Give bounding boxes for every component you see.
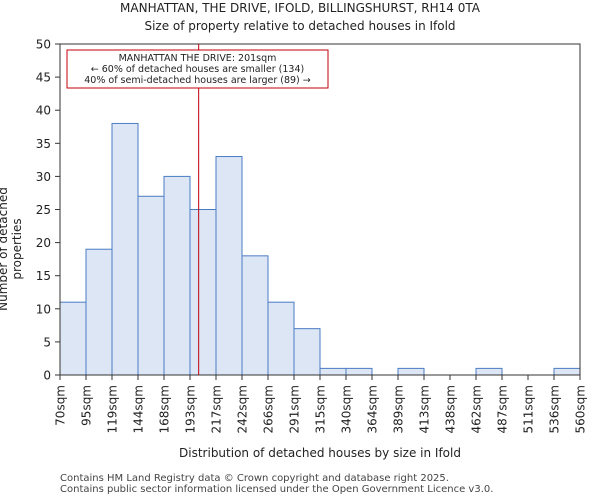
chart-title: MANHATTAN, THE DRIVE, IFOLD, BILLINGSHUR… [120, 1, 480, 15]
x-tick-label: 389sqm [392, 385, 406, 433]
x-tick-label: 536sqm [548, 385, 562, 433]
y-tick-label: 10 [36, 302, 51, 316]
x-tick-label: 70sqm [54, 385, 68, 426]
annotation-line-3: 40% of semi-detached houses are larger (… [84, 75, 311, 86]
y-tick-label: 45 [36, 71, 51, 85]
x-tick-label: 487sqm [496, 385, 510, 433]
bar-168sqm [163, 175, 191, 376]
bar-144sqm [137, 195, 165, 376]
x-tick-label: 560sqm [574, 385, 588, 433]
annotation-line-1: MANHATTAN THE DRIVE: 201sqm [119, 53, 277, 64]
x-tick-label: 266sqm [262, 385, 276, 433]
x-tick-label: 340sqm [340, 385, 354, 433]
y-tick-label: 35 [36, 137, 51, 151]
x-tick-label: 217sqm [210, 385, 224, 433]
y-tick-label: 30 [36, 170, 51, 184]
x-tick-label: 462sqm [470, 385, 484, 433]
chart-subtitle: Size of property relative to detached ho… [144, 19, 456, 33]
bars-group [59, 122, 581, 376]
bar-536sqm [553, 367, 581, 376]
y-tick-label: 25 [36, 203, 51, 217]
y-tick-label: 40 [36, 104, 51, 118]
annotation-box: MANHATTAN THE DRIVE: 201sqm ← 60% of det… [66, 49, 329, 89]
y-tick-label: 20 [36, 236, 51, 250]
footer-line-1: Contains HM Land Registry data © Crown c… [60, 473, 449, 484]
x-tick-label: 511sqm [522, 385, 536, 433]
x-tick-label: 291sqm [288, 385, 302, 433]
bar-266sqm [267, 301, 295, 376]
bar-242sqm [241, 255, 269, 376]
x-tick-label: 315sqm [314, 385, 328, 433]
bar-389sqm [397, 367, 425, 376]
y-axis: 0 5 10 15 20 25 30 35 40 45 50 [36, 38, 60, 383]
x-axis: 70sqm 95sqm 119sqm 144sqm 168sqm 193sqm 217sqm… [54, 375, 588, 433]
bar-291sqm [293, 328, 321, 376]
bar-217sqm [215, 156, 243, 376]
annotation-line-2: ← 60% of detached houses are smaller (13… [91, 64, 304, 75]
bar-119sqm [111, 122, 139, 376]
y-tick-label: 5 [43, 335, 51, 349]
x-tick-label: 438sqm [444, 385, 458, 433]
y-tick-label: 0 [43, 369, 51, 383]
x-tick-label: 168sqm [158, 385, 172, 433]
x-tick-label: 95sqm [80, 385, 94, 426]
x-tick-label: 364sqm [366, 385, 380, 433]
y-tick-label: 50 [36, 38, 51, 52]
x-tick-label: 242sqm [236, 385, 250, 433]
footer-line-2: Contains public sector information licen… [60, 484, 494, 495]
x-tick-label: 119sqm [106, 385, 120, 433]
bar-315sqm [319, 367, 347, 376]
bar-340sqm [345, 367, 373, 376]
y-tick-label: 15 [36, 269, 51, 283]
bar-193sqm [189, 209, 217, 376]
bar-70sqm [59, 301, 87, 376]
bar-462sqm [475, 367, 503, 376]
x-tick-label: 144sqm [132, 385, 146, 433]
bar-95sqm [85, 248, 113, 376]
x-tick-label: 193sqm [184, 385, 198, 433]
x-axis-label: Distribution of detached houses by size … [179, 446, 461, 460]
x-tick-label: 413sqm [418, 385, 432, 433]
y-axis-label: Number of detached properties [0, 187, 24, 311]
